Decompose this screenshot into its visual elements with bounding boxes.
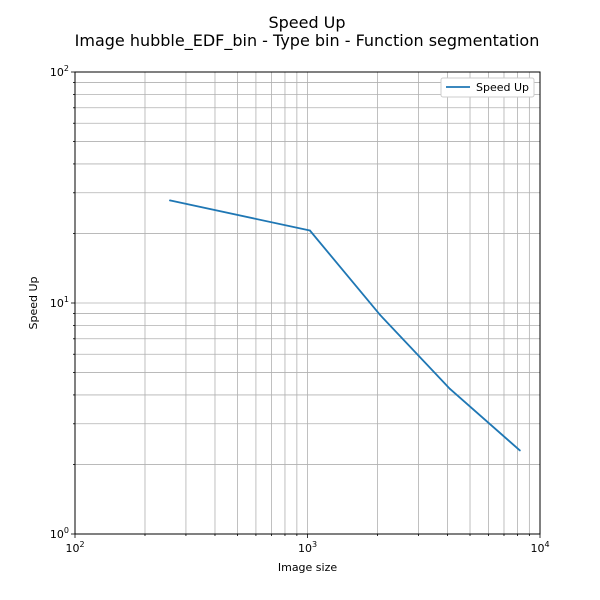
chart-subtitle: Image hubble_EDF_bin - Type bin - Functi… [75,31,540,51]
legend-box [440,77,535,98]
x-tick-label: 102 [65,540,84,555]
chart-title: Speed Up [268,13,345,32]
series-lines [169,199,521,452]
y-tick-label: 102 [50,64,69,79]
data-point [518,449,521,452]
data-point [378,313,381,316]
y-tick-label: 101 [50,295,69,310]
data-point [308,229,311,232]
grid [74,72,540,535]
data-point [448,387,451,390]
data-point [169,199,171,202]
legend: Speed Up [440,77,535,98]
x-tick-label: 104 [530,540,549,555]
axis-ticks: 102 103 104 100 101 102 [50,64,550,555]
x-axis-label: Image size [278,561,338,574]
x-tick-label: 103 [298,540,317,555]
legend-label-speed-up: Speed Up [476,81,529,94]
y-tick-label: 100 [50,526,69,541]
y-axis-label: Speed Up [27,276,40,329]
